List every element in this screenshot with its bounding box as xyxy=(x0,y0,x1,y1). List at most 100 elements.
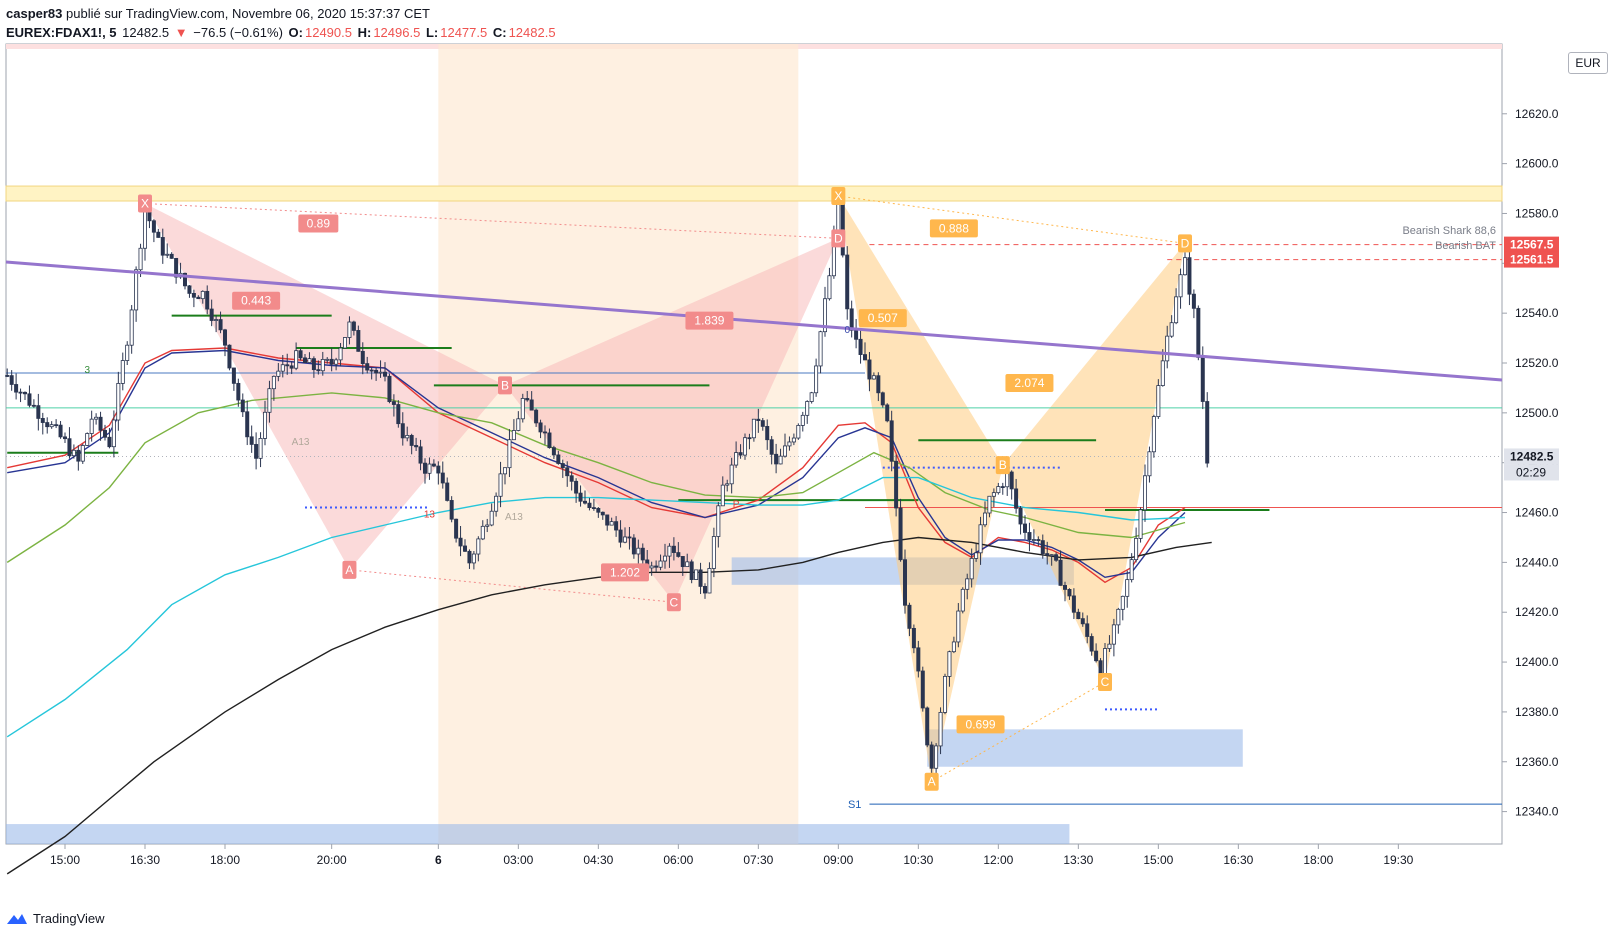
candle-body xyxy=(711,536,716,569)
pattern-point-bg xyxy=(995,456,1010,475)
last-price: 12482.5 xyxy=(122,25,170,40)
candle-body xyxy=(1116,608,1121,626)
candle-body xyxy=(880,392,885,406)
candle-body xyxy=(787,441,792,447)
pattern-point-bg xyxy=(1178,234,1192,253)
candle-body xyxy=(338,347,343,361)
candle-body xyxy=(374,369,379,374)
candle-body xyxy=(107,436,112,448)
candle-body xyxy=(329,358,334,365)
candle-body xyxy=(658,560,663,568)
y-tick-label: 12520.0 xyxy=(1515,356,1559,370)
candle-body xyxy=(511,430,516,441)
candle-body xyxy=(578,492,583,502)
x-tick-label: 07:30 xyxy=(743,853,773,867)
candle-body xyxy=(311,358,316,371)
currency-badge[interactable]: EUR xyxy=(1568,52,1608,74)
x-tick-label: 19:30 xyxy=(1383,853,1413,867)
candle-body xyxy=(258,438,263,459)
candle-body xyxy=(751,418,756,439)
candle-body xyxy=(165,253,170,256)
candle-body xyxy=(983,512,988,526)
pattern-red-xd xyxy=(144,203,839,239)
symbol-label[interactable]: EUREX:FDAX1!, 5 xyxy=(6,25,117,40)
candle-body xyxy=(649,565,654,569)
candle-body xyxy=(951,641,956,653)
ratio-label-bg xyxy=(685,311,734,330)
candle-body xyxy=(1174,296,1179,324)
candle-body xyxy=(863,354,868,361)
candle-body xyxy=(1151,416,1156,453)
candle-body xyxy=(31,404,36,407)
candle-body xyxy=(569,475,574,482)
candle-body xyxy=(280,364,285,372)
pattern-orange-ac xyxy=(931,681,1106,783)
candle-body xyxy=(907,604,912,629)
candle-body xyxy=(903,559,908,606)
high-value: 12496.5 xyxy=(373,25,421,40)
x-tick-label: 18:00 xyxy=(1303,853,1333,867)
publish-info: publié sur TradingView.com, Novembre 06,… xyxy=(66,6,430,21)
y-tick-label: 12360.0 xyxy=(1515,755,1559,769)
candle-body xyxy=(738,452,743,456)
candle-body xyxy=(516,418,521,431)
candle-body xyxy=(947,651,952,677)
candle-body xyxy=(334,359,339,365)
candle-body xyxy=(1107,643,1112,649)
candle-body xyxy=(400,423,405,439)
candle-body xyxy=(1165,335,1170,362)
candle-body xyxy=(720,484,725,507)
ratio-label: 0.443 xyxy=(241,294,271,308)
ratio-label-bg xyxy=(858,309,907,328)
indicator-label: A13 xyxy=(292,437,310,448)
candle-body xyxy=(200,290,205,300)
candle-body xyxy=(418,446,423,464)
pattern-point-bg xyxy=(924,772,939,791)
note-bearish-bat: Bearish BAT xyxy=(1435,240,1496,252)
s1-label: S1 xyxy=(848,799,861,811)
candle-body xyxy=(254,444,259,459)
candle-body xyxy=(40,418,45,423)
x-tick-label: 12:00 xyxy=(983,853,1013,867)
indicator-label: A13 xyxy=(505,512,523,523)
candle-body xyxy=(1147,451,1152,477)
candle-body xyxy=(142,208,147,249)
candle-body xyxy=(1178,274,1183,298)
candle-body xyxy=(534,409,539,424)
price-tag-bg xyxy=(1504,251,1559,268)
candle-body xyxy=(774,453,779,465)
demand-zone-3 xyxy=(6,824,1070,844)
countdown-bg xyxy=(1504,464,1559,481)
candle-body xyxy=(911,627,916,649)
candle-body xyxy=(596,507,601,513)
author[interactable]: casper83 xyxy=(6,6,63,21)
candle-body xyxy=(796,425,801,439)
candle-body xyxy=(382,371,387,377)
candle-body xyxy=(134,269,139,311)
pattern-orange-bcd xyxy=(1002,243,1185,683)
candle-body xyxy=(1058,559,1063,586)
candle-body xyxy=(849,308,854,331)
candle-body xyxy=(551,447,556,456)
candle-body xyxy=(271,375,276,390)
down-arrow-icon: ▼ xyxy=(174,25,188,40)
candle-body xyxy=(1156,385,1161,417)
candle-body xyxy=(1098,660,1103,675)
candle-body xyxy=(1125,579,1130,597)
x-tick-label: 13:30 xyxy=(1063,853,1093,867)
candle-body xyxy=(120,360,125,384)
candle-body xyxy=(1014,488,1019,509)
candle-body xyxy=(809,392,814,402)
candle-body xyxy=(729,464,734,485)
pattern-point-bg xyxy=(138,194,152,213)
candle-body xyxy=(778,455,783,465)
candle-body xyxy=(765,425,770,441)
candle-body xyxy=(640,547,645,561)
candle-body xyxy=(58,424,63,438)
candle-body xyxy=(1196,307,1201,358)
ratio-label: 0.89 xyxy=(307,216,331,230)
pattern-point-bg xyxy=(666,593,681,612)
candle-body xyxy=(1067,589,1072,597)
candle-body xyxy=(960,588,965,612)
